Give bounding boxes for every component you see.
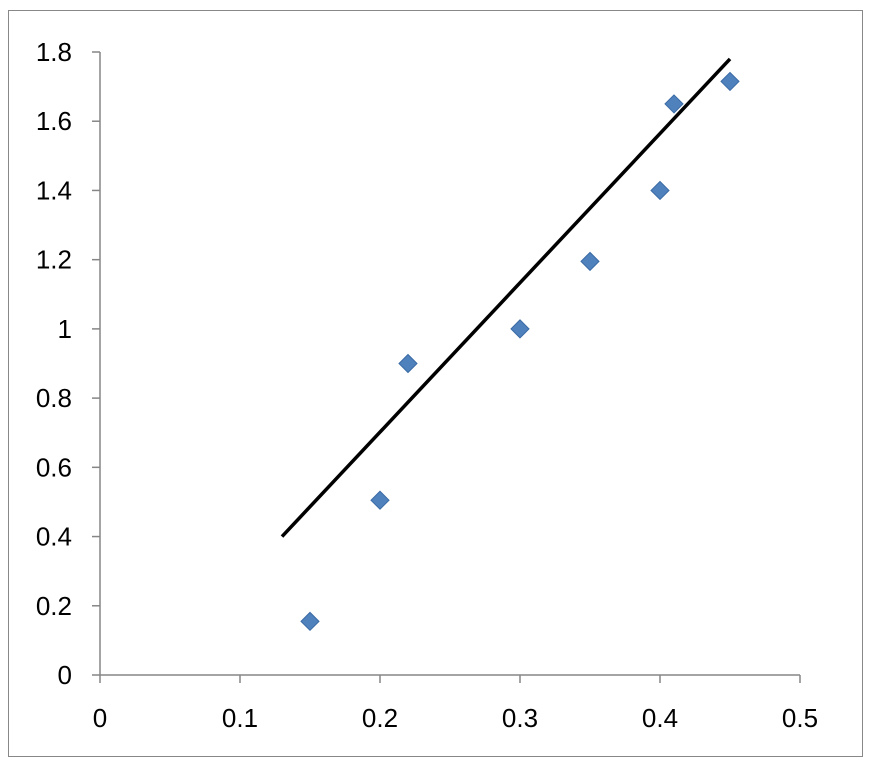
y-tick-label: 0.4	[36, 522, 72, 552]
y-tick-label: 1.6	[36, 106, 72, 136]
data-point	[580, 251, 600, 272]
x-axis-ticks: 0 0.1 0.2 0.3 0.4 0.5	[93, 675, 818, 733]
data-points	[300, 71, 740, 632]
trendline-group	[280, 57, 732, 538]
data-point	[398, 353, 418, 374]
y-tick-label: 1.8	[36, 37, 72, 67]
y-tick-label: 0.8	[36, 383, 72, 413]
chart-area	[8, 10, 863, 757]
x-tick-label: 0.4	[642, 703, 678, 733]
data-point	[510, 319, 530, 339]
data-point	[650, 180, 670, 201]
data-point	[370, 490, 390, 510]
y-tick-label: 0	[58, 660, 72, 690]
y-tick-label: 0.2	[36, 591, 72, 621]
x-tick-label: 0.2	[362, 703, 398, 733]
y-axis-ticks: 0 0.2 0.4 0.6 0.8 1 1.2 1.4 1.6 1.8	[36, 37, 100, 690]
axes	[99, 52, 800, 676]
y-tick-label: 0.6	[36, 452, 72, 482]
trendline	[280, 57, 732, 538]
y-tick-label: 1	[58, 314, 72, 344]
data-point	[300, 611, 320, 632]
x-tick-label: 0.5	[782, 703, 818, 733]
y-tick-label: 1.2	[36, 245, 72, 275]
x-tick-label: 0.3	[502, 703, 538, 733]
y-tick-label: 1.4	[36, 175, 72, 205]
data-point	[664, 94, 684, 114]
x-tick-label: 0	[93, 703, 107, 733]
x-tick-label: 0.1	[222, 703, 258, 733]
data-point	[720, 71, 740, 92]
